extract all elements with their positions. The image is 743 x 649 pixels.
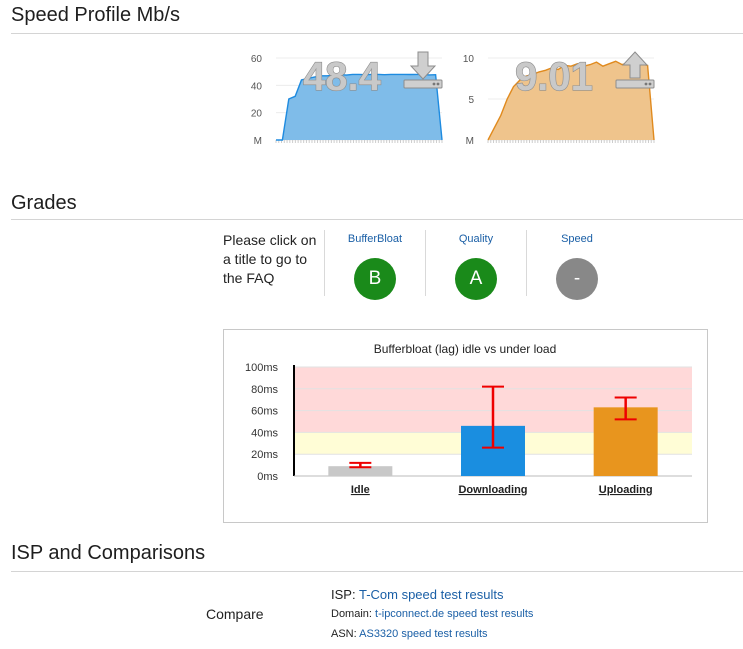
asn-label: ASN:: [331, 628, 357, 640]
y-tick-label: 20: [251, 109, 263, 120]
speed-value: 48.4: [303, 55, 382, 99]
tray-dot: [432, 82, 436, 86]
tray-dot: [644, 82, 648, 86]
domain-label: Domain:: [331, 608, 372, 620]
quality-grade-badge: A: [455, 258, 497, 300]
download-speed-chart: 60 40 20 M 48.4: [251, 51, 443, 147]
y-tick-label: 100ms: [245, 362, 279, 374]
category-label-uploading[interactable]: Uploading: [599, 484, 653, 496]
category-label-idle[interactable]: Idle: [351, 484, 370, 496]
y-tick-label: 0ms: [257, 471, 278, 483]
y-tick-label: 40: [251, 81, 263, 92]
download-arrow: [409, 51, 437, 80]
isp-label: ISP:: [331, 587, 356, 602]
y-tick-label: 20ms: [251, 449, 278, 461]
isp-row: ISP: T-Com speed test results: [331, 587, 503, 602]
bufferbloat-chart-panel: Bufferbloat (lag) idle vs under load 100m…: [223, 329, 708, 523]
tray-dot: [436, 82, 440, 86]
section-divider: [11, 33, 743, 34]
y-tick-label: M: [466, 136, 474, 147]
y-tick-label: 60: [251, 54, 263, 65]
upload-speed-chart: 10 5 M 9.01: [463, 51, 655, 147]
grade-separator: [425, 230, 426, 296]
asn-results-link[interactable]: AS3320 speed test results: [359, 628, 488, 640]
grade-separator: [324, 230, 325, 296]
upload-arrow: [621, 51, 649, 79]
domain-results-link[interactable]: t-ipconnect.de speed test results: [375, 608, 534, 620]
grade-separator: [526, 230, 527, 296]
tray: [403, 79, 443, 89]
y-tick-label: 5: [468, 95, 474, 106]
domain-row: Domain: t-ipconnect.de speed test result…: [331, 608, 533, 620]
speed-area: [276, 74, 442, 140]
section-divider: [11, 219, 743, 220]
speed-faq-link[interactable]: Speed: [561, 233, 593, 245]
category-label-downloading[interactable]: Downloading: [458, 484, 527, 496]
tray: [615, 79, 655, 89]
y-tick-label: 10: [463, 54, 475, 65]
bar-idle: [328, 466, 393, 476]
section-divider: [11, 571, 743, 572]
grade-bufferbloat: BufferBloat B: [325, 233, 425, 300]
chart-title: Bufferbloat (lag) idle vs under load: [374, 342, 557, 356]
speed-profile-title: Speed Profile Mb/s: [11, 4, 180, 26]
download-icon: [403, 51, 443, 89]
y-tick-label: M: [254, 136, 262, 147]
speed-area: [488, 60, 654, 140]
grades-title: Grades: [11, 192, 77, 214]
speed-value: 9.01: [515, 55, 593, 99]
faq-hint: Please click on a title to go to the FAQ: [223, 232, 317, 286]
tray-dot: [648, 82, 652, 86]
compare-label: Compare: [206, 606, 264, 622]
speed-grade-badge: -: [556, 258, 598, 300]
bufferbloat-chart: Bufferbloat (lag) idle vs under load 100m…: [245, 342, 692, 496]
grade-quality: Quality A: [426, 233, 526, 300]
speed-line: [276, 73, 443, 141]
asn-row: ASN: AS3320 speed test results: [331, 628, 488, 640]
y-tick-label: 60ms: [251, 406, 278, 418]
y-tick-label: 40ms: [251, 427, 278, 439]
isp-results-link[interactable]: T-Com speed test results: [358, 587, 504, 602]
bufferbloat-faq-link[interactable]: BufferBloat: [347, 233, 403, 245]
y-tick-label: 80ms: [251, 384, 278, 396]
quality-faq-link[interactable]: Quality: [458, 233, 494, 245]
bufferbloat-grade-badge: B: [354, 258, 396, 300]
isp-title: ISP and Comparisons: [11, 542, 206, 564]
grade-speed: Speed -: [527, 233, 627, 300]
upload-icon: [615, 51, 655, 89]
